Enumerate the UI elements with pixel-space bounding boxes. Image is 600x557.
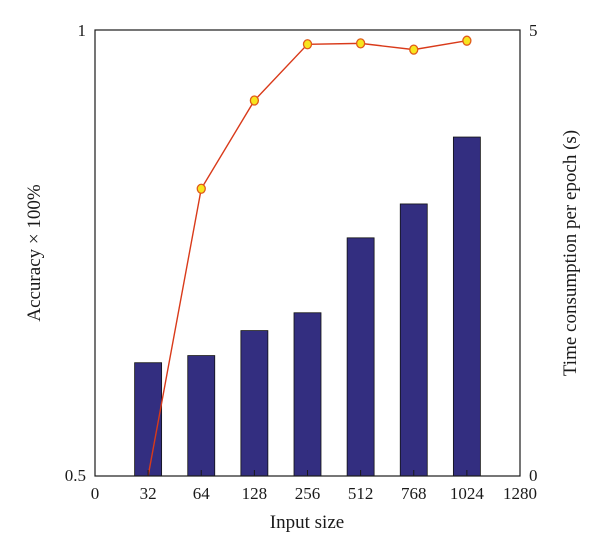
- bar-768: [399, 203, 428, 477]
- bar-32: [134, 362, 163, 477]
- y-right-axis-ticks: 05: [529, 21, 538, 485]
- y-right-tick-label: 5: [529, 21, 538, 40]
- accuracy-point-128: [249, 95, 260, 106]
- y-right-tick-label: 0: [529, 466, 538, 485]
- y-left-tick-label: 1: [78, 21, 87, 40]
- x-tick-label: 256: [295, 484, 321, 503]
- accuracy-point-768: [409, 44, 419, 55]
- x-axis-title: Input size: [270, 512, 344, 533]
- x-tick-label: 128: [242, 484, 268, 503]
- x-tick-label: 32: [140, 484, 157, 503]
- bar-128: [240, 330, 269, 477]
- line-series: [147, 35, 472, 477]
- accuracy-point-64: [196, 183, 206, 194]
- x-axis-ticks: 0 32 64 128 256 512 768 1024 1280: [91, 470, 537, 503]
- y-left-axis-ticks: 0.51: [65, 21, 86, 485]
- y-left-axis-title: Accuracy × 100%: [24, 184, 45, 321]
- x-tick-label: 1280: [503, 484, 537, 503]
- bar-512: [346, 237, 375, 477]
- x-tick-label: 768: [401, 484, 427, 503]
- x-tick-label: 1024: [450, 484, 485, 503]
- x-tick-label: 0: [91, 484, 100, 503]
- bar-256: [293, 312, 322, 477]
- bar-series: [134, 136, 481, 477]
- bar-64: [187, 355, 216, 477]
- bar-1024: [452, 136, 481, 477]
- accuracy-point-1024: [462, 35, 472, 46]
- accuracy-point-256: [302, 39, 313, 50]
- x-tick-label: 512: [348, 484, 374, 503]
- y-right-axis-title: Time consumption per epoch (s): [560, 130, 581, 376]
- x-tick-label: 64: [193, 484, 211, 503]
- y-left-tick-label: 0.5: [65, 466, 86, 485]
- accuracy-point-512: [355, 38, 366, 49]
